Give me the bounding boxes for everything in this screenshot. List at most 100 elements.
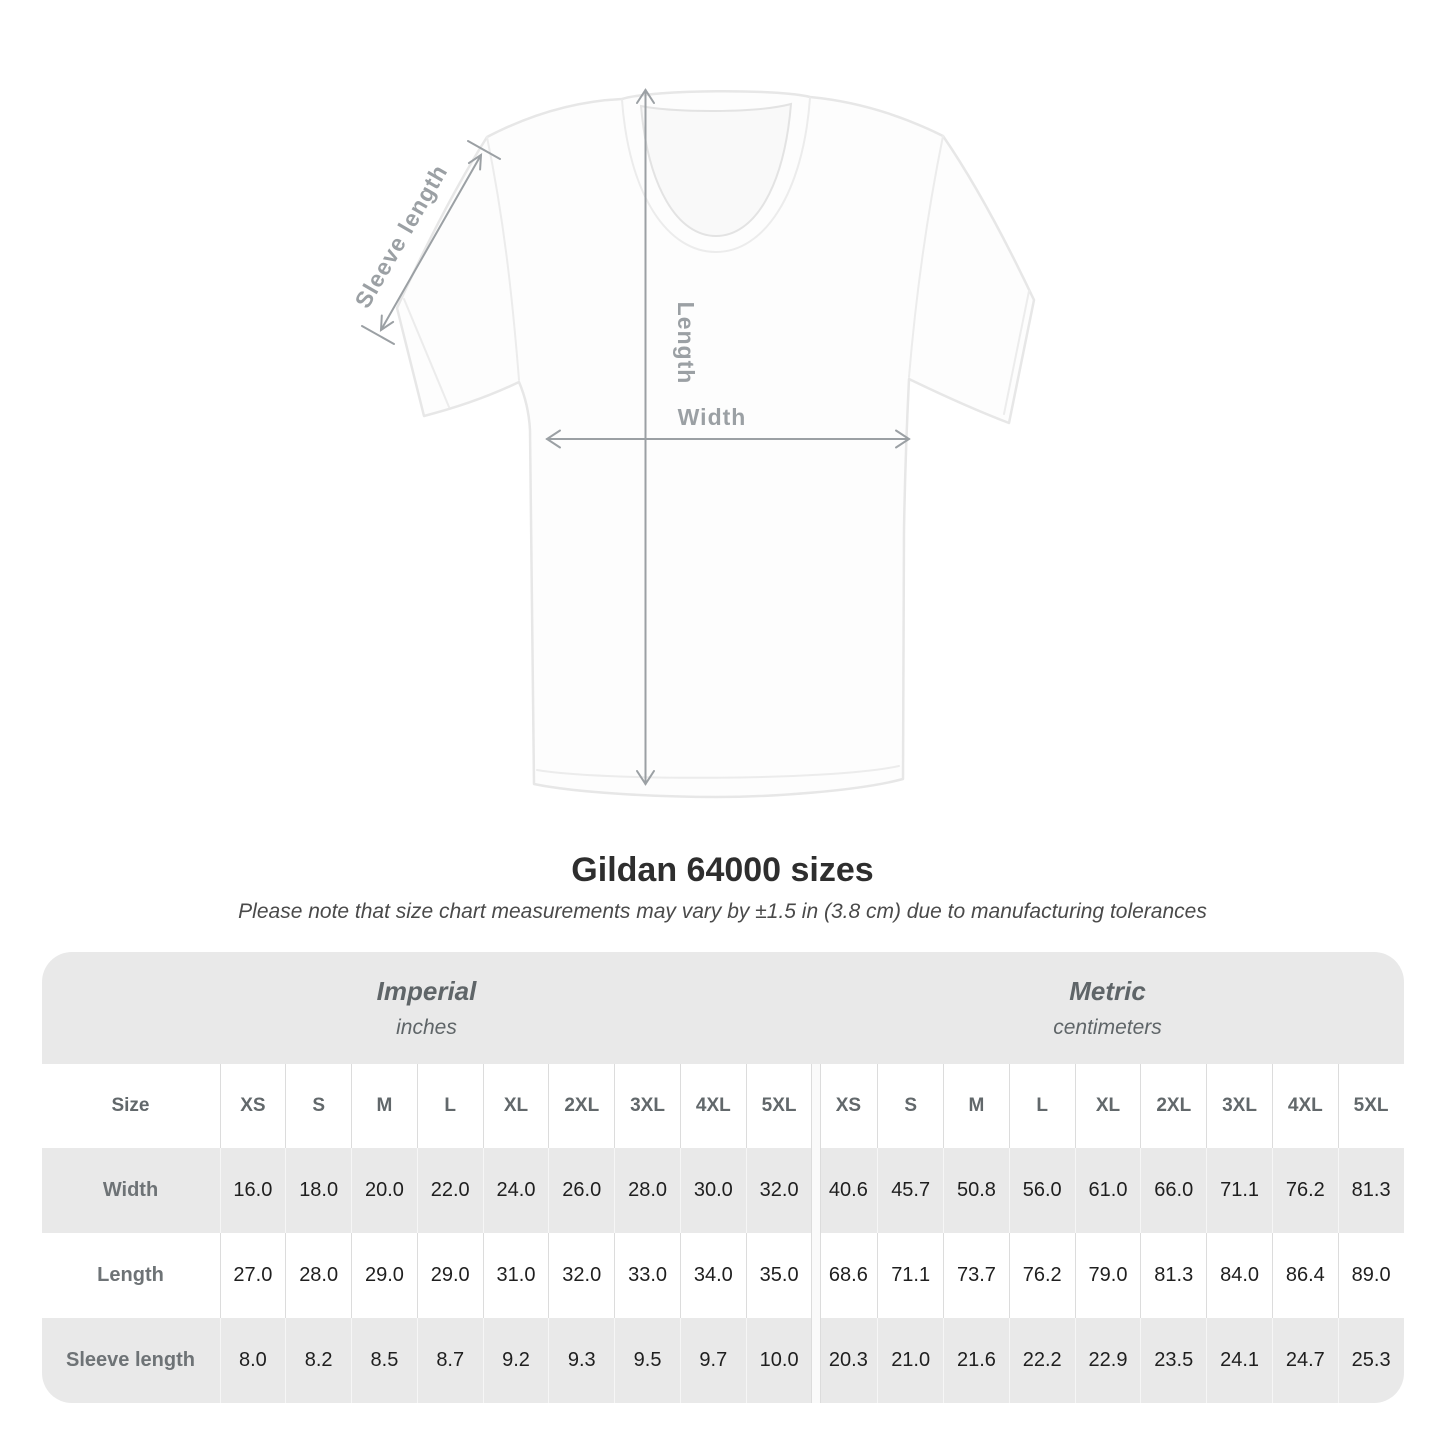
value-length-15: 84.0 bbox=[1206, 1233, 1272, 1318]
value-length-13: 79.0 bbox=[1074, 1233, 1141, 1318]
value-width-0: 16.0 bbox=[219, 1148, 286, 1233]
value-length-0: 27.0 bbox=[219, 1233, 286, 1318]
value-length-17: 89.0 bbox=[1337, 1233, 1404, 1318]
width-label: Width bbox=[678, 404, 747, 430]
value-sleeve-length-3: 8.7 bbox=[416, 1318, 483, 1403]
size-header-imperial-2xl: 2XL bbox=[548, 1064, 615, 1148]
width-arrow bbox=[545, 429, 911, 449]
size-column-header: Size bbox=[41, 1064, 220, 1148]
tshirt-illustration bbox=[395, 90, 1036, 799]
value-width-12: 56.0 bbox=[1008, 1148, 1075, 1233]
size-table-grid: Imperial inches Metric centimeters Size X… bbox=[41, 952, 1404, 1403]
value-width-1: 18.0 bbox=[285, 1148, 352, 1233]
value-length-14: 81.3 bbox=[1140, 1233, 1207, 1318]
size-header-imperial-l: L bbox=[416, 1064, 483, 1148]
value-length-5: 32.0 bbox=[548, 1233, 615, 1318]
value-length-8: 35.0 bbox=[745, 1233, 812, 1318]
value-width-6: 28.0 bbox=[614, 1148, 680, 1233]
value-sleeve-length-13: 22.9 bbox=[1074, 1318, 1141, 1403]
value-width-10: 45.7 bbox=[877, 1148, 944, 1233]
value-width-15: 71.1 bbox=[1206, 1148, 1272, 1233]
value-sleeve-length-12: 22.2 bbox=[1008, 1318, 1075, 1403]
value-length-3: 29.0 bbox=[416, 1233, 483, 1318]
value-sleeve-length-2: 8.5 bbox=[351, 1318, 417, 1403]
value-length-4: 31.0 bbox=[482, 1233, 549, 1318]
value-sleeve-length-4: 9.2 bbox=[482, 1318, 549, 1403]
value-sleeve-length-7: 9.7 bbox=[679, 1318, 746, 1403]
size-header-metric-l: L bbox=[1008, 1064, 1075, 1148]
value-sleeve-length-16: 24.7 bbox=[1271, 1318, 1338, 1403]
value-width-4: 24.0 bbox=[482, 1148, 549, 1233]
length-arrow bbox=[636, 88, 655, 786]
left-cuff-stitch bbox=[403, 298, 450, 408]
value-width-11: 50.8 bbox=[943, 1148, 1009, 1233]
size-header-metric-4xl: 4XL bbox=[1271, 1064, 1338, 1148]
metric-title: Metric bbox=[1069, 976, 1146, 1006]
value-width-16: 76.2 bbox=[1271, 1148, 1338, 1233]
value-width-17: 81.3 bbox=[1337, 1148, 1404, 1233]
imperial-title: Imperial bbox=[376, 976, 477, 1006]
value-width-2: 20.0 bbox=[351, 1148, 417, 1233]
metric-unit: centimeters bbox=[1053, 1016, 1162, 1039]
value-width-3: 22.0 bbox=[416, 1148, 483, 1233]
value-sleeve-length-8: 10.0 bbox=[745, 1318, 812, 1403]
value-sleeve-length-6: 9.5 bbox=[614, 1318, 680, 1403]
value-length-10: 71.1 bbox=[877, 1233, 944, 1318]
size-header-metric-3xl: 3XL bbox=[1206, 1064, 1272, 1148]
length-label: Length bbox=[673, 302, 699, 385]
size-header-metric-xl: XL bbox=[1074, 1064, 1141, 1148]
value-length-2: 29.0 bbox=[351, 1233, 417, 1318]
tshirt-measurement-diagram: Sleeve length Length Width bbox=[349, 88, 1036, 799]
value-width-9: 40.6 bbox=[811, 1148, 878, 1233]
size-header-imperial-5xl: 5XL bbox=[745, 1064, 812, 1148]
value-width-7: 30.0 bbox=[679, 1148, 746, 1233]
value-length-1: 28.0 bbox=[285, 1233, 352, 1318]
imperial-section-header: Imperial inches bbox=[41, 952, 812, 1064]
value-length-6: 33.0 bbox=[614, 1233, 680, 1318]
collar-opening bbox=[639, 102, 793, 238]
value-width-13: 61.0 bbox=[1074, 1148, 1141, 1233]
value-width-5: 26.0 bbox=[548, 1148, 615, 1233]
value-sleeve-length-15: 24.1 bbox=[1206, 1318, 1272, 1403]
sleeve-length-arrow bbox=[361, 140, 501, 345]
size-header-imperial-4xl: 4XL bbox=[679, 1064, 746, 1148]
metric-section-header: Metric centimeters bbox=[811, 952, 1404, 1064]
value-sleeve-length-5: 9.3 bbox=[548, 1318, 615, 1403]
value-length-7: 34.0 bbox=[679, 1233, 746, 1318]
imperial-unit: inches bbox=[396, 1016, 457, 1039]
value-length-16: 86.4 bbox=[1271, 1233, 1338, 1318]
size-header-imperial-xl: XL bbox=[482, 1064, 549, 1148]
size-header-metric-5xl: 5XL bbox=[1337, 1064, 1404, 1148]
hem-stitch bbox=[536, 765, 900, 779]
value-sleeve-length-9: 20.3 bbox=[811, 1318, 878, 1403]
value-sleeve-length-10: 21.0 bbox=[877, 1318, 944, 1403]
right-cuff-stitch bbox=[1003, 290, 1030, 415]
value-width-8: 32.0 bbox=[745, 1148, 812, 1233]
value-length-12: 76.2 bbox=[1008, 1233, 1075, 1318]
tshirt-silhouette bbox=[395, 90, 1036, 799]
value-sleeve-length-14: 23.5 bbox=[1140, 1318, 1207, 1403]
row-label-width: Width bbox=[41, 1148, 220, 1233]
value-sleeve-length-1: 8.2 bbox=[285, 1318, 352, 1403]
value-length-11: 73.7 bbox=[943, 1233, 1009, 1318]
tolerance-note: Please note that size chart measurements… bbox=[238, 900, 1207, 923]
size-header-metric-m: M bbox=[943, 1064, 1009, 1148]
row-label-length: Length bbox=[41, 1233, 220, 1318]
value-sleeve-length-11: 21.6 bbox=[943, 1318, 1009, 1403]
size-header-imperial-s: S bbox=[285, 1064, 352, 1148]
size-header-imperial-xs: XS bbox=[219, 1064, 286, 1148]
value-width-14: 66.0 bbox=[1140, 1148, 1207, 1233]
size-header-metric-s: S bbox=[877, 1064, 944, 1148]
row-label-sleeve-length: Sleeve length bbox=[41, 1318, 220, 1403]
size-header-metric-xs: XS bbox=[811, 1064, 878, 1148]
left-armhole-seam bbox=[486, 136, 520, 381]
collar-seam bbox=[621, 97, 811, 254]
page-title: Gildan 64000 sizes bbox=[571, 851, 874, 889]
size-header-imperial-3xl: 3XL bbox=[614, 1064, 680, 1148]
value-sleeve-length-0: 8.0 bbox=[219, 1318, 286, 1403]
value-sleeve-length-17: 25.3 bbox=[1337, 1318, 1404, 1403]
right-armhole-seam bbox=[908, 135, 944, 378]
size-table: Imperial inches Metric centimeters Size X… bbox=[41, 952, 1404, 1403]
value-length-9: 68.6 bbox=[811, 1233, 878, 1318]
